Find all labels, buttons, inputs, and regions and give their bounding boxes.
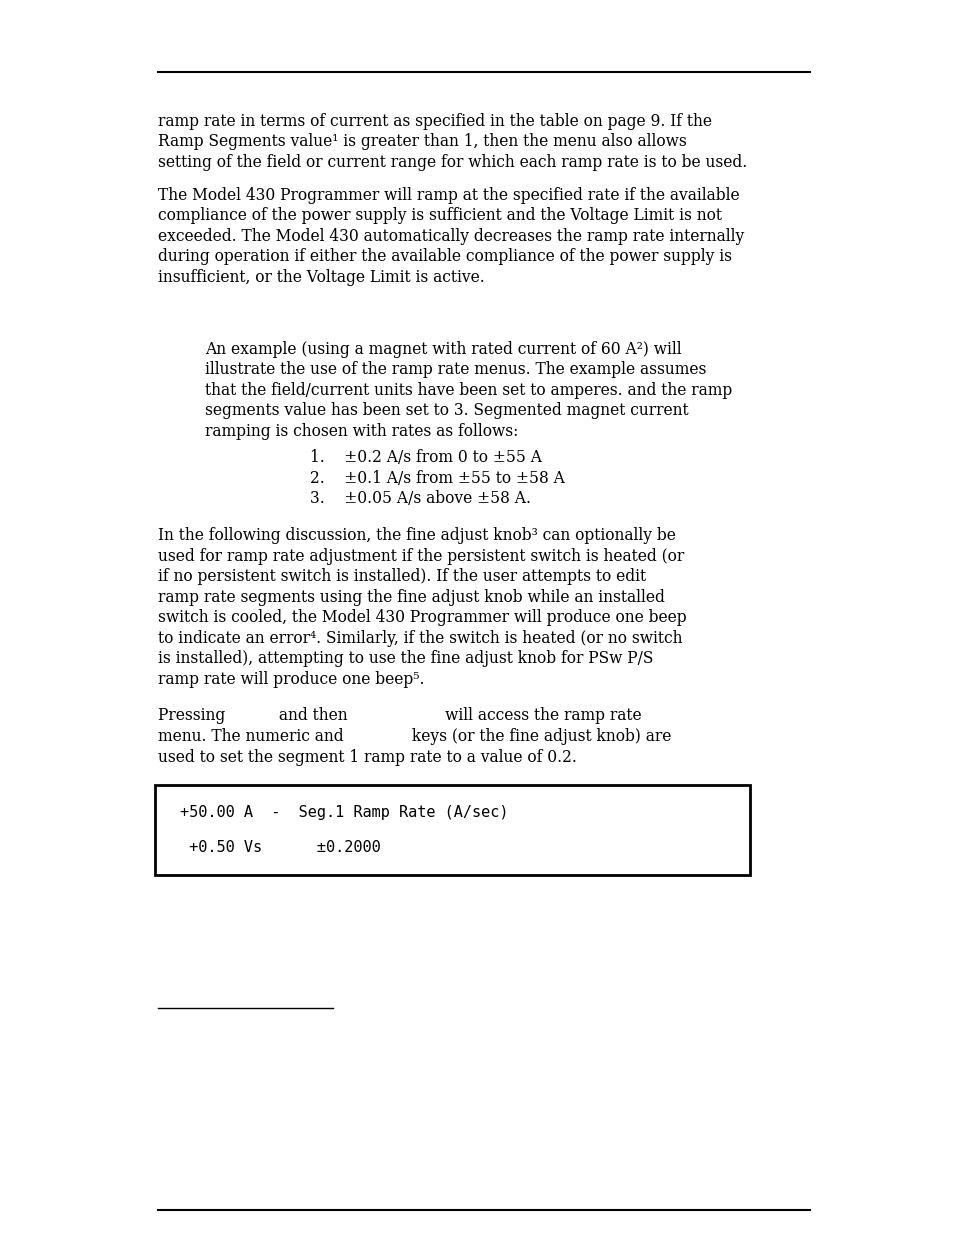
- Text: segments value has been set to 3. Segmented magnet current: segments value has been set to 3. Segmen…: [205, 403, 688, 419]
- Text: The Model 430 Programmer will ramp at the specified rate if the available: The Model 430 Programmer will ramp at th…: [158, 186, 739, 204]
- Text: 1.    ±0.2 A/s from 0 to ±55 A: 1. ±0.2 A/s from 0 to ±55 A: [310, 450, 541, 466]
- Text: illustrate the use of the ramp rate menus. The example assumes: illustrate the use of the ramp rate menu…: [205, 361, 705, 378]
- Text: ramp rate segments using the fine adjust knob while an installed: ramp rate segments using the fine adjust…: [158, 589, 664, 605]
- Text: if no persistent switch is installed). If the user attempts to edit: if no persistent switch is installed). I…: [158, 568, 645, 585]
- Text: An example (using a magnet with rated current of 60 A²) will: An example (using a magnet with rated cu…: [205, 341, 680, 358]
- Text: menu. The numeric and              keys (or the fine adjust knob) are: menu. The numeric and keys (or the fine …: [158, 727, 671, 745]
- Text: compliance of the power supply is sufficient and the Voltage Limit is not: compliance of the power supply is suffic…: [158, 207, 721, 225]
- Text: during operation if either the available compliance of the power supply is: during operation if either the available…: [158, 248, 731, 266]
- Text: 2.    ±0.1 A/s from ±55 to ±58 A: 2. ±0.1 A/s from ±55 to ±58 A: [310, 469, 564, 487]
- Bar: [154, 785, 749, 876]
- Text: +50.00 A  -  Seg.1 Ramp Rate (A/sec): +50.00 A - Seg.1 Ramp Rate (A/sec): [180, 805, 508, 820]
- Text: switch is cooled, the Model 430 Programmer will produce one beep: switch is cooled, the Model 430 Programm…: [158, 609, 686, 626]
- Text: ramp rate will produce one beep⁵.: ramp rate will produce one beep⁵.: [158, 671, 424, 688]
- Text: to indicate an error⁴. Similarly, if the switch is heated (or no switch: to indicate an error⁴. Similarly, if the…: [158, 630, 681, 647]
- Text: insufficient, or the Voltage Limit is active.: insufficient, or the Voltage Limit is ac…: [158, 269, 484, 285]
- Text: In the following discussion, the fine adjust knob³ can optionally be: In the following discussion, the fine ad…: [158, 527, 675, 545]
- Text: ramp rate in terms of current as specified in the table on page 9. If the: ramp rate in terms of current as specifi…: [158, 112, 711, 130]
- Text: exceeded. The Model 430 automatically decreases the ramp rate internally: exceeded. The Model 430 automatically de…: [158, 227, 743, 245]
- Text: +0.50 Vs      ±0.2000: +0.50 Vs ±0.2000: [180, 840, 380, 856]
- Text: setting of the field or current range for which each ramp rate is to be used.: setting of the field or current range fo…: [158, 154, 746, 170]
- Text: Pressing           and then                    will access the ramp rate: Pressing and then will access the ramp r…: [158, 708, 641, 725]
- Text: 3.    ±0.05 A/s above ±58 A.: 3. ±0.05 A/s above ±58 A.: [310, 490, 531, 508]
- Text: used for ramp rate adjustment if the persistent switch is heated (or: used for ramp rate adjustment if the per…: [158, 547, 683, 564]
- Text: that the field/current units have been set to amperes. and the ramp: that the field/current units have been s…: [205, 382, 732, 399]
- Text: ramping is chosen with rates as follows:: ramping is chosen with rates as follows:: [205, 422, 517, 440]
- Text: is installed), attempting to use the fine adjust knob for PSw P/S: is installed), attempting to use the fin…: [158, 650, 653, 667]
- Text: used to set the segment 1 ramp rate to a value of 0.2.: used to set the segment 1 ramp rate to a…: [158, 748, 577, 766]
- Text: Ramp Segments value¹ is greater than 1, then the menu also allows: Ramp Segments value¹ is greater than 1, …: [158, 133, 686, 151]
